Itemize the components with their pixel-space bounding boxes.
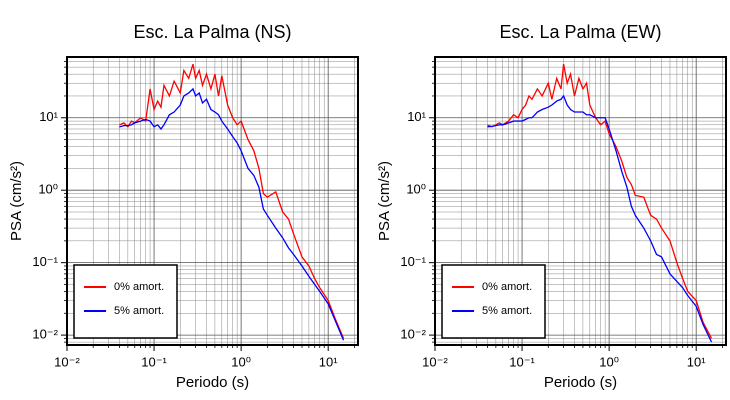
y-axis-label: PSA (cm/s²) (376, 161, 393, 241)
legend-label: 5% amort. (482, 305, 532, 317)
plot-frame (434, 56, 727, 346)
x-tick-label: 10⁰ (231, 354, 251, 369)
legend-label: 0% amort. (114, 281, 164, 293)
x-tick-label: 10⁻² (422, 354, 448, 369)
plot-frame (66, 56, 359, 346)
x-tick-label: 10¹ (687, 354, 706, 369)
series-line (119, 63, 345, 339)
x-tick-label: 10⁻¹ (509, 354, 535, 369)
series-line (487, 64, 713, 339)
y-tick-label: 10¹ (39, 109, 58, 124)
x-tick-label: 10⁰ (599, 354, 619, 369)
series-line (119, 87, 345, 341)
legend-box (73, 264, 178, 339)
y-tick-label: 10¹ (407, 109, 426, 124)
y-tick-label: 10⁻¹ (32, 254, 58, 269)
chart-title: Esc. La Palma (NS) (133, 22, 291, 42)
chart-title: Esc. La Palma (EW) (499, 22, 661, 42)
y-tick-label: 10⁰ (38, 182, 58, 197)
y-tick-label: 10⁻² (400, 327, 426, 342)
y-axis-label: PSA (cm/s²) (8, 161, 25, 241)
y-tick-label: 10⁰ (406, 182, 426, 197)
x-axis-label: Periodo (s) (544, 374, 617, 391)
y-tick-label: 10⁻¹ (400, 254, 426, 269)
x-tick-label: 10⁻² (54, 354, 80, 369)
series-line (487, 94, 713, 343)
x-axis-label: Periodo (s) (176, 374, 249, 391)
legend-label: 5% amort. (114, 305, 164, 317)
legend-box (441, 264, 546, 339)
legend-label: 0% amort. (482, 281, 532, 293)
x-tick-label: 10⁻¹ (141, 354, 167, 369)
y-tick-label: 10⁻² (32, 327, 58, 342)
x-tick-label: 10¹ (319, 354, 338, 369)
